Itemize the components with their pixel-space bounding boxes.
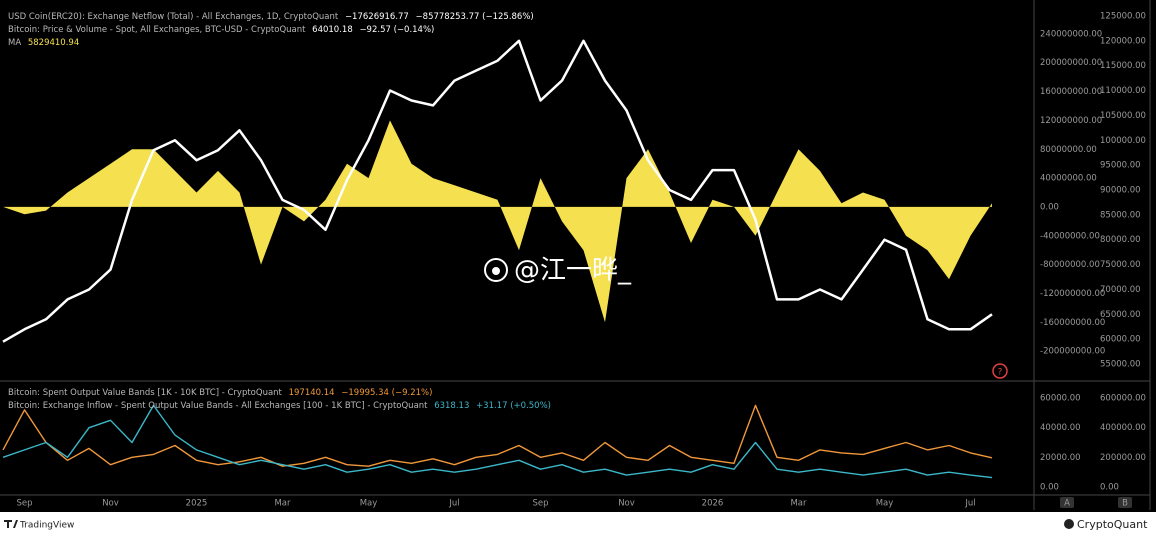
- scale-button-label[interactable]: B: [1122, 499, 1128, 509]
- legend-value: −17626916.77: [345, 12, 409, 22]
- legend-name: Bitcoin: Spent Output Value Bands [1K - …: [8, 388, 283, 398]
- scale-button[interactable]: [1118, 497, 1132, 508]
- legend-name: USD Coin(ERC20): Exchange Netflow (Total…: [8, 12, 339, 22]
- legend-change: −19995.34 (−9.21%): [341, 388, 432, 398]
- x-tick-label: 2025: [186, 499, 208, 509]
- x-tick-label: Mar: [790, 499, 807, 509]
- y2-tick-label: 600000.00: [1100, 394, 1146, 404]
- legend-change: −85778253.77 (−125.86%): [416, 12, 534, 22]
- y2-tick-label: 65000.00: [1100, 310, 1141, 320]
- y2-tick-label: 400000.00: [1100, 423, 1146, 433]
- legend-entry: MA 5829410.94: [8, 38, 79, 48]
- chart-background: [0, 0, 1156, 512]
- y2-tick-label: 120000.00: [1100, 36, 1146, 46]
- ma-label: MA: [8, 38, 21, 48]
- x-tick-label: May: [360, 499, 378, 509]
- help-icon-mark[interactable]: ?: [998, 368, 1003, 378]
- y2-tick-label: 115000.00: [1100, 61, 1146, 71]
- legend-name: Bitcoin: Exchange Inflow - Spent Output …: [8, 401, 428, 411]
- y-tick-label: 20000.00: [1040, 453, 1081, 463]
- y2-tick-label: 105000.00: [1100, 111, 1146, 121]
- legend-entry: USD Coin(ERC20): Exchange Netflow (Total…: [8, 12, 534, 22]
- line: [2, 404, 993, 467]
- x-tick-label: Mar: [274, 499, 291, 509]
- y2-tick-label: 80000.00: [1100, 235, 1141, 245]
- x-tick-label: Nov: [618, 499, 635, 509]
- brand-right: CryptoQuant: [1077, 518, 1148, 531]
- y-tick-label: 120000000.00: [1040, 116, 1102, 126]
- watermark-group: @江一晔_: [484, 256, 632, 286]
- y-tick-label: 160000000.00: [1040, 87, 1102, 97]
- scale-button-label[interactable]: A: [1064, 499, 1070, 509]
- y-tick-label: 200000000.00: [1040, 58, 1102, 68]
- y-tick-label: 40000000.00: [1040, 174, 1097, 184]
- legend-value: 197140.14: [289, 388, 335, 398]
- y2-tick-label: 75000.00: [1100, 260, 1141, 270]
- ma-value: 5829410.94: [28, 38, 79, 48]
- x-tick-label: 2026: [702, 499, 724, 509]
- y2-tick-label: 100000.00: [1100, 136, 1146, 146]
- legend-entry: Bitcoin: Exchange Inflow - Spent Output …: [8, 401, 551, 411]
- y2-tick-label: 60000.00: [1100, 335, 1141, 345]
- y-tick-label: -40000000.00: [1040, 231, 1100, 241]
- watermark-icon: [484, 258, 508, 282]
- x-tick-label: Sep: [532, 499, 548, 509]
- legend-value: 6318.13: [434, 401, 469, 411]
- line: [2, 39, 993, 343]
- cryptoquant-icon: [1064, 519, 1074, 529]
- marks: [2, 39, 993, 479]
- brand-left: TradingView: [19, 521, 74, 531]
- x-tick-label: Jul: [448, 499, 459, 509]
- y2-tick-label: 95000.00: [1100, 161, 1141, 171]
- x-tick-label: May: [876, 499, 894, 509]
- watermark-icon-dot: [492, 267, 500, 275]
- legend-entry: Bitcoin: Spent Output Value Bands [1K - …: [8, 388, 432, 398]
- legend-change: +31.17 (+0.50%): [476, 401, 551, 411]
- legend-name: Bitcoin: Price & Volume - Spot, All Exch…: [8, 25, 306, 35]
- y-tick-label: -120000000.00: [1040, 289, 1105, 299]
- y-tick-label: -200000000.00: [1040, 347, 1105, 357]
- y-tick-label: 60000.00: [1040, 394, 1081, 404]
- y2-tick-label: 110000.00: [1100, 86, 1146, 96]
- footer-background: [0, 512, 1156, 536]
- x-tick-label: Nov: [102, 499, 119, 509]
- tradingview-icon: [4, 520, 18, 528]
- y-tick-label: -160000000.00: [1040, 318, 1105, 328]
- help-icon[interactable]: [992, 363, 1008, 379]
- y2-tick-label: 125000.00: [1100, 11, 1146, 21]
- x-tick-label: Sep: [16, 499, 32, 509]
- y2-tick-label: 55000.00: [1100, 360, 1141, 370]
- y2-tick-label: 90000.00: [1100, 186, 1141, 196]
- y-tick-label: 0.00: [1040, 482, 1059, 492]
- line: [2, 404, 993, 479]
- legend-entry: Bitcoin: Price & Volume - Spot, All Exch…: [8, 25, 434, 35]
- y2-tick-label: 200000.00: [1100, 453, 1146, 463]
- tradingview-logo: TradingView: [4, 520, 74, 531]
- y-tick-label: 0.00: [1040, 202, 1059, 212]
- legend-change: −92.57 (−0.14%): [359, 25, 434, 35]
- y2-tick-label: 70000.00: [1100, 285, 1141, 295]
- y-tick-label: 80000000.00: [1040, 145, 1097, 155]
- y-tick-label: -80000000.00: [1040, 260, 1100, 270]
- y-tick-label: 40000.00: [1040, 423, 1081, 433]
- legend-value: 64010.18: [312, 25, 353, 35]
- y-tick-label: 240000000.00: [1040, 29, 1102, 39]
- watermark: @江一晔_: [514, 256, 632, 286]
- scale-button[interactable]: [1060, 497, 1074, 508]
- y2-tick-label: 0.00: [1100, 482, 1119, 492]
- cryptoquant-logo: CryptoQuant: [1064, 518, 1148, 531]
- y2-tick-label: 85000.00: [1100, 210, 1141, 220]
- x-tick-label: Jul: [964, 499, 975, 509]
